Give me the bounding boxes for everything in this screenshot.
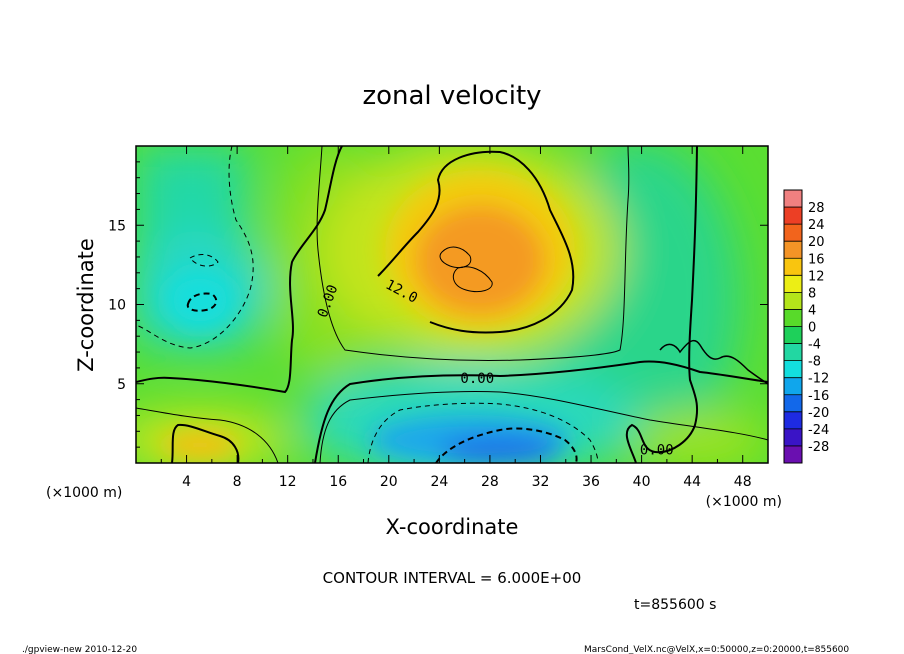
y-axis-unit-label: (×1000 m) [46, 485, 122, 501]
colorbar-segment [784, 343, 802, 362]
x-tick-label: 28 [481, 474, 499, 490]
contour-eighteen-b [452, 266, 493, 293]
colorbar-label: -8 [808, 355, 821, 370]
y-axis: 5 10 15 [108, 161, 768, 448]
colorbar-label: -16 [808, 389, 829, 404]
colorbar-label: -12 [808, 372, 829, 387]
x-tick-label: 36 [582, 474, 600, 490]
contour-label: 0.00 [640, 442, 674, 458]
chart-title: zonal velocity [362, 81, 541, 111]
contour-zero-left [136, 146, 343, 394]
colorbar-segment [784, 309, 802, 327]
y-axis-label: Z-coordinate [74, 238, 98, 372]
colorbar-segment [784, 292, 802, 310]
colorbar-label: 12 [808, 269, 825, 284]
colorbar-segment [784, 275, 802, 293]
contour-minus-twelve-bottom [435, 427, 578, 463]
contour-zero-middle [314, 360, 768, 463]
colorbar-segment [784, 445, 802, 464]
x-tick-label: 48 [734, 474, 752, 490]
colorbar-segment [784, 360, 802, 379]
colorbar-segment [784, 394, 802, 413]
contour-minus-six-left [136, 146, 254, 349]
y-tick-label: 15 [108, 218, 126, 234]
contour-minus-six-bottom [367, 402, 599, 463]
colorbar-label: -28 [808, 440, 829, 455]
colorbar-segment [784, 428, 802, 447]
x-tick-label: 20 [380, 474, 398, 490]
x-tick-label: 44 [683, 474, 701, 490]
contour-zero-lower-left [171, 423, 240, 463]
contour-zero-bottom [625, 146, 699, 463]
colorbar-segment [784, 377, 802, 396]
y-tick-label: 10 [108, 298, 126, 314]
colorbar-segment [784, 207, 802, 225]
contour-twelve [377, 150, 575, 334]
x-tick-label: 4 [182, 474, 191, 490]
colorbar-segment [784, 326, 802, 345]
colorbar: 28 24 20 16 12 8 4 0 -4 -8 -12 -16 -20 -24 -28 [783, 189, 829, 464]
contour-label: 0.00 [460, 371, 494, 387]
contour-noise-right [659, 339, 768, 385]
contour-minus-six-left-b [189, 254, 219, 267]
x-axis-unit-label: (×1000 m) [706, 494, 782, 510]
contour-six-thin [316, 146, 630, 361]
colorbar-segment [784, 224, 802, 242]
contour-six-thin-left [136, 407, 279, 463]
footer-right-text: MarsCond_VelX.nc@VelX,x=0:50000,z=0:2000… [584, 645, 849, 654]
contour-interval-text: CONTOUR INTERVAL = 6.000E+00 [323, 569, 582, 587]
contour-minus-twelve-left [186, 292, 218, 312]
footer-left-text: ./gpview-new 2010-12-20 [22, 645, 137, 654]
x-axis-label: X-coordinate [386, 515, 519, 539]
colorbar-label: 8 [808, 286, 816, 301]
colorbar-segment [784, 241, 802, 259]
x-axis: 4 8 12 16 20 24 28 32 36 40 44 48 [160, 146, 752, 490]
colorbar-label: 20 [808, 235, 825, 250]
colorbar-segment [784, 411, 802, 430]
colorbar-label: 0 [808, 321, 816, 336]
x-tick-label: 40 [633, 474, 651, 490]
contour-six-thin-bottom [319, 390, 768, 463]
colorbar-label: -4 [808, 338, 821, 353]
colorbar-label: -24 [808, 423, 829, 438]
x-tick-label: 16 [329, 474, 347, 490]
colorbar-label: -20 [808, 406, 829, 421]
contour-lines [136, 146, 768, 463]
time-text: t=855600 s [634, 597, 716, 613]
colorbar-segment [784, 190, 802, 208]
x-tick-label: 24 [430, 474, 448, 490]
x-tick-label: 32 [532, 474, 550, 490]
y-tick-label: 5 [117, 377, 126, 393]
colorbar-label: 4 [808, 303, 816, 318]
colorbar-label: 16 [808, 252, 825, 267]
x-tick-label: 8 [233, 474, 242, 490]
colorbar-segment [784, 258, 802, 276]
colorbar-label: 24 [808, 218, 825, 233]
x-tick-label: 12 [279, 474, 297, 490]
colorbar-label: 28 [808, 201, 825, 216]
